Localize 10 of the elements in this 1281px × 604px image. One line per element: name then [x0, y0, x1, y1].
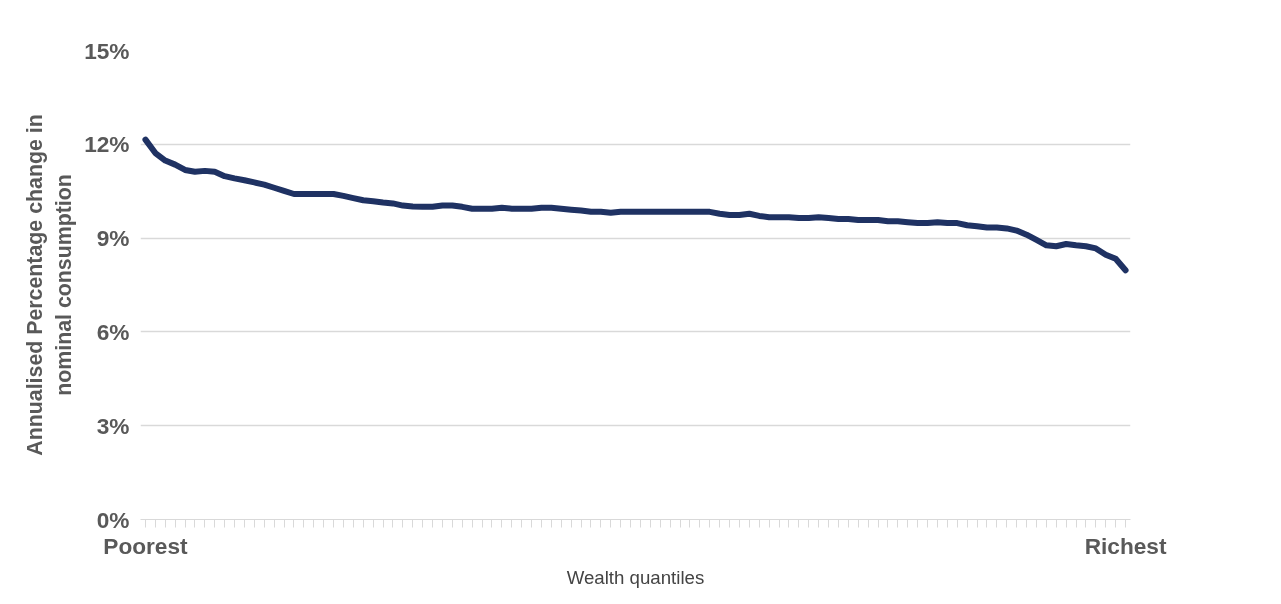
- y-tick-label: 15%: [84, 37, 130, 64]
- x-axis-title: Wealth quantiles: [566, 566, 705, 588]
- y-tick-label: 9%: [96, 225, 130, 252]
- x-tick-label: Richest: [1084, 532, 1167, 559]
- x-tick-label: Poorest: [103, 532, 189, 559]
- y-tick-label: 12%: [84, 131, 130, 158]
- y-axis-title: Annualised Percentage change in nominal consumption: [23, 114, 77, 456]
- y-tick-label: 0%: [96, 506, 130, 533]
- y-tick-label: 6%: [96, 318, 130, 345]
- y-tick-label: 3%: [96, 412, 130, 439]
